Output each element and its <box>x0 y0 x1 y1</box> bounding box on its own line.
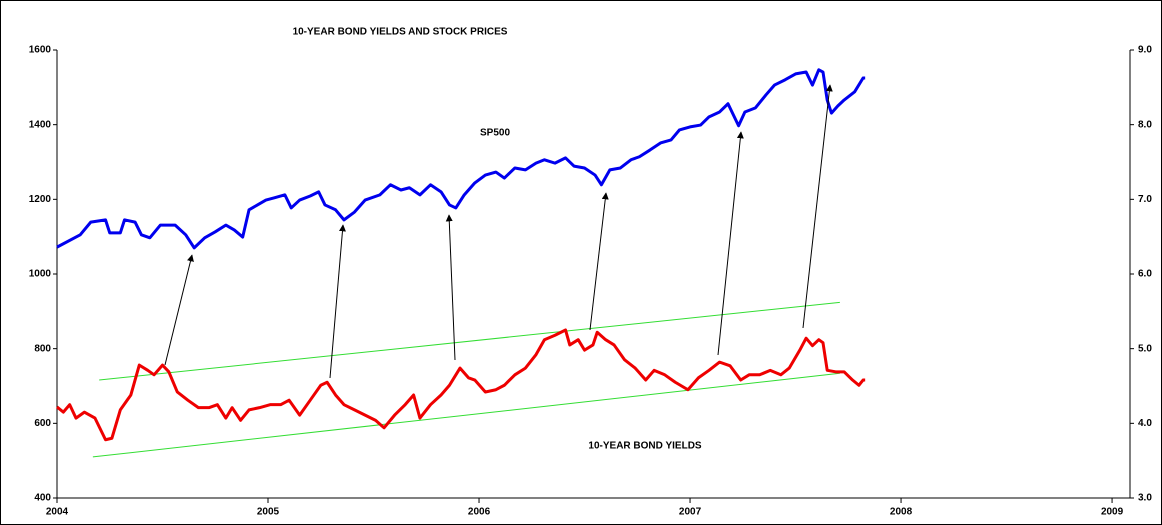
arrow <box>589 192 609 331</box>
y-tick-label: 1600 <box>29 45 52 56</box>
y-tick-label: 400 <box>34 493 51 504</box>
y-tick-label: 800 <box>34 343 51 354</box>
series-line <box>56 68 866 250</box>
arrow <box>717 131 744 356</box>
x-tick-label: 2009 <box>1101 507 1124 518</box>
y-tick-label: 1000 <box>29 269 52 280</box>
arrow <box>329 224 346 379</box>
y-tick-label: 600 <box>34 418 51 429</box>
trend-line <box>92 372 840 458</box>
arrow <box>445 214 456 361</box>
annotation: SP500 <box>480 128 510 139</box>
arrows <box>164 84 833 379</box>
y-tick-label: 1400 <box>29 119 52 130</box>
y2-tick-label: 5.0 <box>1138 343 1152 354</box>
y2-tick-label: 3.0 <box>1138 493 1152 504</box>
x-tick-label: 2006 <box>468 507 491 518</box>
y-tick-label: 1200 <box>29 194 52 205</box>
y2-tick-label: 9.0 <box>1138 45 1152 56</box>
x-tick-label: 2005 <box>257 507 280 518</box>
arrow <box>802 84 833 329</box>
x-tick-label: 2004 <box>46 507 69 518</box>
x-tick-label: 2007 <box>679 507 702 518</box>
y2-tick-label: 8.0 <box>1138 119 1152 130</box>
arrow <box>164 254 194 366</box>
trend-line <box>99 301 840 381</box>
y2-tick-label: 6.0 <box>1138 269 1152 280</box>
series-line <box>56 328 866 442</box>
chart-title: 10-YEAR BOND YIELDS AND STOCK PRICES <box>293 27 508 38</box>
annotation: 10-YEAR BOND YIELDS <box>588 441 702 452</box>
x-tick-label: 2008 <box>890 507 913 518</box>
y2-tick-label: 4.0 <box>1138 418 1152 429</box>
y2-tick-label: 7.0 <box>1138 194 1152 205</box>
